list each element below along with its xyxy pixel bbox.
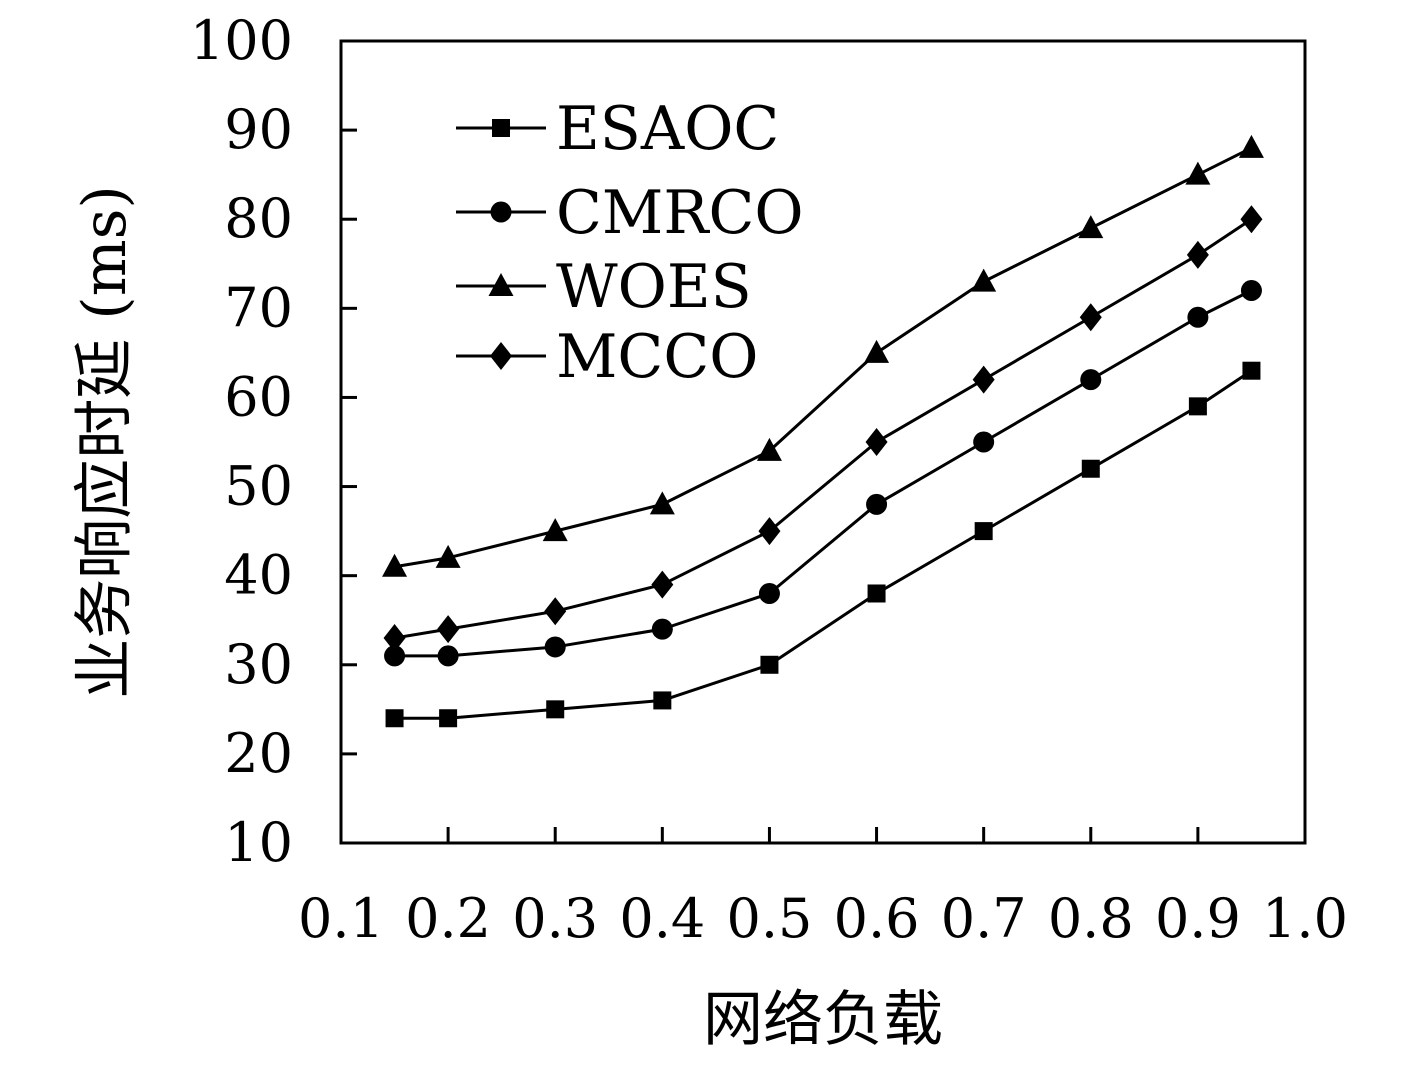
x-tick-label: 0.5 [726, 887, 812, 950]
series-line-cmrco [394, 289, 1253, 658]
data-point-mcco [758, 517, 781, 546]
series-cmrco [384, 280, 1262, 667]
legend-item-cmrco: CMRCO [456, 178, 804, 248]
data-point-mcco [1186, 240, 1209, 269]
data-point-mcco [865, 428, 888, 456]
x-axis-title: 网络负载 [703, 985, 943, 1055]
series-line-mcco [394, 217, 1253, 640]
data-point-esaoc [1242, 361, 1261, 380]
series-line-esaoc [394, 369, 1253, 720]
data-point-woes [1185, 161, 1211, 185]
legend-marker-cmrco [490, 201, 512, 223]
data-point-mcco [437, 615, 460, 644]
data-point-cmrco [973, 431, 995, 453]
data-point-mcco [651, 570, 674, 599]
data-point-cmrco [1080, 369, 1102, 391]
x-tick-label: 0.4 [619, 887, 705, 950]
legend-marker-mcco [490, 342, 512, 370]
plot-frame [339, 39, 1307, 845]
legend-label: WOES [556, 252, 752, 322]
x-tick-label: 0.6 [834, 887, 920, 950]
y-tick-label: 80 [224, 187, 293, 250]
data-point-cmrco [651, 618, 673, 640]
data-point-cmrco [437, 645, 459, 667]
x-tick-label: 0.2 [405, 887, 491, 950]
series-layer [382, 134, 1264, 728]
series-woes [382, 134, 1264, 577]
series-line-woes [394, 146, 1253, 569]
data-point-woes [1238, 134, 1264, 158]
data-point-woes [1078, 215, 1104, 239]
legend-marker-woes [488, 273, 514, 296]
legend-item-esaoc: ESAOC [456, 94, 779, 164]
y-tick-label: 70 [224, 276, 293, 339]
data-point-esaoc [1081, 459, 1100, 478]
data-point-woes [971, 268, 997, 292]
y-tick-label: 50 [224, 455, 293, 518]
legend-item-mcco: MCCO [456, 322, 758, 392]
data-point-cmrco [384, 645, 406, 667]
y-tick-label: 40 [224, 544, 293, 607]
x-tick-label: 0.7 [941, 887, 1027, 950]
x-tick-label: 0.3 [512, 887, 598, 950]
y-tick-label: 10 [224, 811, 293, 874]
data-point-esaoc [760, 655, 779, 674]
y-tick-label: 100 [190, 9, 293, 72]
y-axis-title: 业务响应时延 (ms) [70, 185, 140, 699]
data-point-cmrco [1187, 306, 1209, 328]
legend-item-woes: WOES [456, 252, 752, 322]
data-point-esaoc [974, 522, 993, 541]
data-point-esaoc [653, 691, 672, 710]
data-point-woes [382, 553, 408, 577]
data-point-cmrco [1240, 280, 1262, 302]
x-tick-label: 1.0 [1262, 887, 1348, 950]
legend-label: ESAOC [556, 94, 779, 164]
legend-label: MCCO [556, 322, 758, 392]
x-tick-label: 0.9 [1155, 887, 1241, 950]
data-point-esaoc [439, 709, 458, 728]
y-tick-label: 20 [224, 722, 293, 785]
data-point-mcco [544, 597, 567, 626]
data-point-mcco [1240, 205, 1263, 234]
x-tick-label: 0.8 [1048, 887, 1134, 950]
data-point-cmrco [544, 636, 566, 658]
data-point-mcco [383, 624, 406, 653]
legend-marker-esaoc [492, 119, 510, 137]
data-point-woes [435, 544, 461, 568]
data-point-esaoc [385, 709, 404, 728]
data-point-mcco [972, 365, 995, 394]
series-esaoc [385, 361, 1261, 728]
data-point-esaoc [1188, 397, 1207, 416]
y-tick-label: 30 [224, 633, 293, 696]
data-point-mcco [1079, 303, 1102, 332]
data-point-cmrco [866, 493, 888, 515]
data-point-woes [756, 437, 782, 461]
data-point-esaoc [546, 700, 565, 719]
legend-label: CMRCO [556, 178, 804, 248]
y-tick-label: 60 [224, 365, 293, 428]
data-point-woes [864, 339, 890, 363]
x-tick-label: 0.1 [298, 887, 384, 950]
data-point-esaoc [867, 584, 886, 603]
data-point-woes [649, 491, 675, 515]
data-point-cmrco [758, 582, 780, 604]
y-tick-label: 90 [224, 98, 293, 161]
data-point-woes [542, 518, 568, 542]
axis-ticks: 10 20 30 40 50 60 70 80 90 100 0.1 0.2 0.3 0.4 0.5 0.6 0… [190, 9, 1348, 950]
series-mcco [383, 205, 1263, 653]
